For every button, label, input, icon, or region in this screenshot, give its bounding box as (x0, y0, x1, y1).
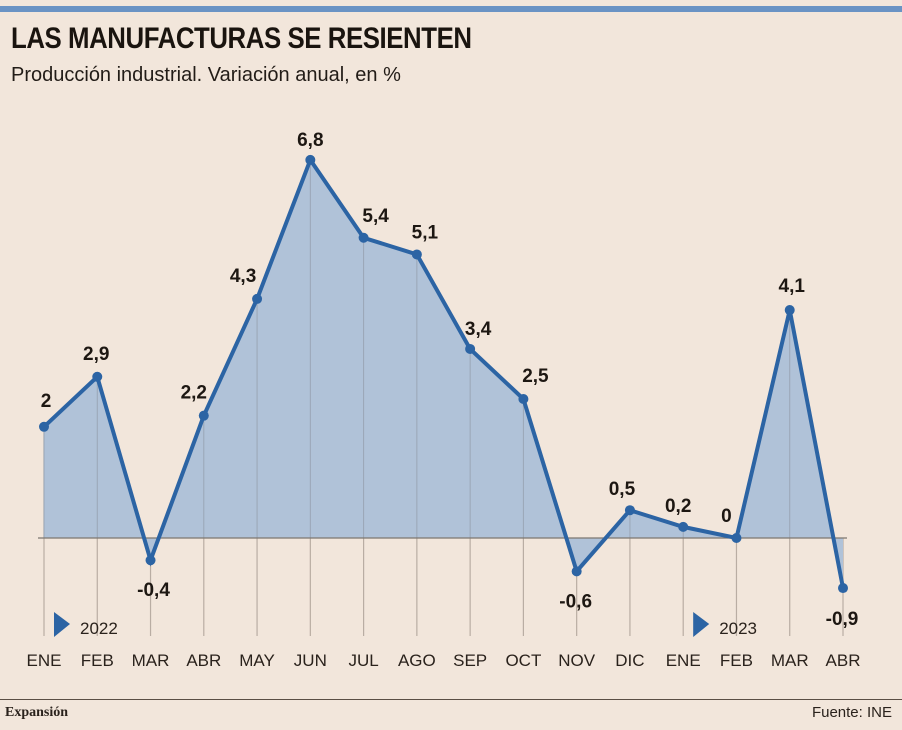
data-label: 2,5 (522, 366, 549, 387)
data-point (198, 410, 209, 421)
source-note: Fuente: INE (811, 704, 892, 721)
data-point (838, 583, 848, 594)
chart-title: LAS MANUFACTURAS SE RESIENTEN (11, 22, 472, 55)
data-point (465, 343, 476, 354)
chart-subtitle: Producción industrial. Variación anual, … (11, 64, 401, 86)
x-tick-label: AGO (398, 651, 436, 670)
x-tick-label: DIC (615, 651, 644, 670)
data-point (145, 555, 156, 566)
data-label: 3,4 (465, 319, 492, 340)
footer-divider (0, 699, 902, 700)
year-marker-label: 2023 (719, 619, 757, 638)
x-tick-label: OCT (505, 651, 541, 670)
series-line (42, 155, 845, 589)
line-area-chart: 2 2,9 -0,4 2,2 4,3 6,8 5,4 5,1 3,4 2,5 -0,6 0,5 0,2 0… (27, 130, 861, 670)
data-point (731, 533, 742, 543)
year-marker-icon (693, 612, 710, 637)
data-label: -0,6 (559, 591, 592, 612)
year-marker-label: 2022 (80, 619, 118, 638)
data-label: 5,4 (362, 206, 389, 227)
x-tick-label: FEB (720, 651, 753, 670)
top-accent-bar (0, 6, 902, 12)
data-label: -0,4 (137, 580, 170, 601)
x-tick-label: MAR (771, 651, 809, 670)
data-label: 5,1 (412, 222, 439, 243)
x-tick-label: ENE (666, 651, 701, 670)
data-label: 6,8 (297, 130, 323, 151)
data-point (39, 421, 49, 432)
data-label: 2,9 (83, 344, 109, 365)
data-point (518, 394, 529, 404)
year-markers: 2022 2023 (54, 612, 757, 638)
data-label: 4,1 (779, 276, 806, 297)
x-tick-label: ABR (186, 651, 221, 670)
data-labels: 2 2,9 -0,4 2,2 4,3 6,8 5,4 5,1 3,4 2,5 -0,6 0,5 0,2 0… (41, 130, 859, 630)
data-point (252, 293, 263, 304)
data-point (784, 305, 795, 316)
data-point (678, 521, 689, 532)
x-tick-label: JUN (294, 651, 327, 670)
x-tick-label: ABR (826, 651, 861, 670)
data-label: 0 (721, 506, 732, 527)
data-points (39, 154, 848, 594)
data-label: 0,2 (665, 496, 691, 517)
data-label: 2,2 (181, 383, 207, 404)
data-point (624, 505, 635, 516)
x-tick-label: MAR (132, 651, 170, 670)
x-tick-label: JUL (348, 651, 378, 670)
data-point (411, 249, 422, 260)
data-point (92, 371, 103, 382)
data-label: 0,5 (609, 479, 636, 500)
area-fill (44, 159, 843, 589)
year-marker-icon (54, 612, 70, 637)
data-point (305, 154, 316, 165)
data-label: -0,9 (826, 609, 859, 630)
x-tick-label: MAY (239, 651, 275, 670)
x-tick-label: FEB (81, 651, 114, 670)
x-tick-labels: ENE FEB MAR ABR MAY JUN JUL AGO SEP OCT NOV DIC ENE F… (27, 651, 861, 670)
x-tick-label: ENE (27, 651, 62, 670)
x-tick-label: SEP (453, 651, 487, 670)
data-point (571, 566, 582, 577)
publisher-logo: Expansión (5, 705, 69, 720)
data-point (358, 232, 369, 243)
x-tick-label: NOV (558, 651, 596, 670)
data-label: 2 (41, 391, 52, 412)
data-label: 4,3 (230, 266, 256, 287)
